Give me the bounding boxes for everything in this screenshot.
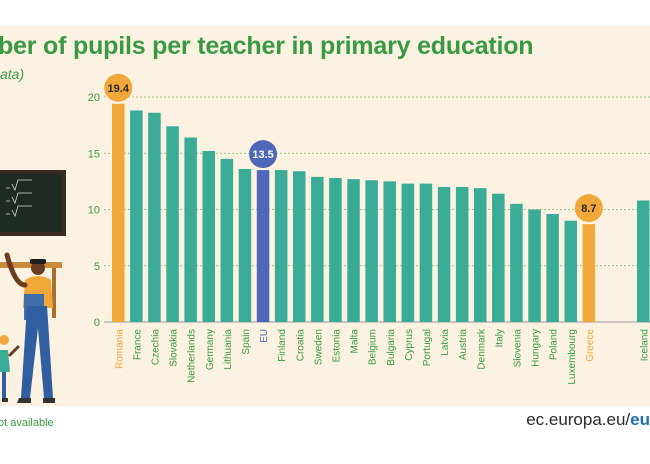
- desk-icon: [0, 262, 62, 268]
- y-tick-label: 0: [94, 317, 100, 329]
- chart-title: ber of pupils per teacher in primary edu…: [0, 32, 534, 60]
- bar-finland: [274, 170, 288, 322]
- bar-croatia: [293, 171, 306, 322]
- x-axis-labels: Romania France Czechia Slovakia Netherlands G…: [114, 328, 650, 385]
- x-tick-label-spain: Spain: [241, 329, 252, 355]
- bar-belgium: [365, 180, 378, 322]
- x-tick-label-slovenia: Slovenia: [512, 329, 523, 368]
- x-tick-label-estonia: Estonia: [331, 329, 342, 363]
- bar-sweden: [311, 176, 324, 322]
- x-tick-label-slovakia: Slovakia: [169, 329, 180, 367]
- y-tick-label: 20: [88, 92, 100, 104]
- chalkboard-icon: [0, 174, 62, 232]
- source-prefix: ec.europa.eu/: [526, 410, 631, 429]
- x-tick-label-luxembourg: Luxembourg: [567, 329, 578, 385]
- x-tick-label-malta: Malta: [350, 329, 361, 354]
- x-tick-label-italy: Italy: [494, 329, 505, 347]
- y-tick-label: 15: [88, 148, 100, 160]
- data-label-eu: 13.5: [252, 149, 273, 161]
- x-tick-label-iceland: Iceland: [639, 329, 650, 361]
- y-axis: 0 5 10 15 20: [88, 92, 100, 329]
- x-tick-label-sweden: Sweden: [313, 329, 324, 365]
- x-tick-label-romania: Romania: [114, 329, 125, 369]
- x-tick-label-poland: Poland: [549, 329, 560, 360]
- x-tick-label-cyprus: Cyprus: [404, 329, 415, 361]
- bar-luxembourg: [564, 220, 577, 322]
- bar-bulgaria: [383, 181, 396, 322]
- bar-lithuania: [220, 158, 234, 322]
- y-tick-label: 5: [94, 261, 100, 273]
- bar-iceland: [637, 200, 650, 322]
- x-tick-label-france: France: [132, 329, 143, 361]
- bar-estonia: [329, 178, 342, 322]
- source-link[interactable]: ec.europa.eu/eu: [526, 410, 650, 430]
- bar-spain: [238, 169, 252, 322]
- bar-netherlands: [184, 137, 197, 322]
- data-label-badge-eu: [249, 140, 278, 169]
- x-tick-label-netherlands: Netherlands: [187, 329, 198, 383]
- x-tick-label-czechia: Czechia: [150, 329, 161, 366]
- bar-poland: [546, 214, 559, 322]
- teacher-icon: [4, 252, 55, 403]
- classroom-illustration: [0, 170, 66, 403]
- bar-cyprus: [401, 183, 415, 322]
- x-tick-label-lithuania: Lithuania: [223, 329, 234, 370]
- bar-eu: [256, 170, 270, 322]
- x-tick-label-latvia: Latvia: [440, 329, 451, 356]
- x-tick-label-austria: Austria: [458, 329, 469, 361]
- bar-austria: [455, 187, 469, 322]
- bar-france: [130, 110, 143, 322]
- bar-slovenia: [510, 203, 523, 322]
- bar-portugal: [419, 183, 433, 322]
- data-label-badge-greece: [574, 194, 603, 223]
- data-labels: 19.4 13.5 8.7: [104, 73, 603, 223]
- source-bold: eu: [630, 410, 650, 429]
- x-tick-label-denmark: Denmark: [476, 328, 487, 370]
- x-tick-label-belgium: Belgium: [368, 329, 379, 365]
- bar-slovakia: [166, 126, 179, 322]
- bar-czechia: [148, 112, 161, 322]
- x-tick-label-eu: EU: [259, 329, 270, 343]
- x-tick-label-croatia: Croatia: [295, 329, 306, 362]
- footer-note: ot available: [0, 417, 54, 429]
- x-tick-label-portugal: Portugal: [422, 329, 433, 366]
- data-label-greece: 8.7: [581, 203, 596, 215]
- x-tick-label-finland: Finland: [277, 329, 288, 362]
- x-tick-label-hungary: Hungary: [531, 329, 542, 367]
- bar-germany: [202, 151, 215, 322]
- bar-hungary: [528, 209, 541, 322]
- child-icon: [0, 335, 20, 402]
- bar-denmark: [474, 188, 487, 322]
- x-tick-label-greece: Greece: [585, 329, 596, 362]
- y-tick-label: 10: [88, 205, 100, 217]
- data-label-romania: 19.4: [108, 83, 130, 95]
- bar-malta: [347, 179, 360, 322]
- bar-italy: [492, 193, 505, 322]
- data-label-badge-romania: [104, 73, 133, 102]
- x-tick-label-bulgaria: Bulgaria: [386, 329, 397, 366]
- bar-greece: [582, 224, 596, 322]
- bars: [112, 103, 650, 322]
- bar-romania: [112, 103, 125, 322]
- x-tick-label-germany: Germany: [205, 329, 216, 370]
- bar-latvia: [437, 187, 451, 322]
- chart-subtitle: ata): [0, 66, 25, 82]
